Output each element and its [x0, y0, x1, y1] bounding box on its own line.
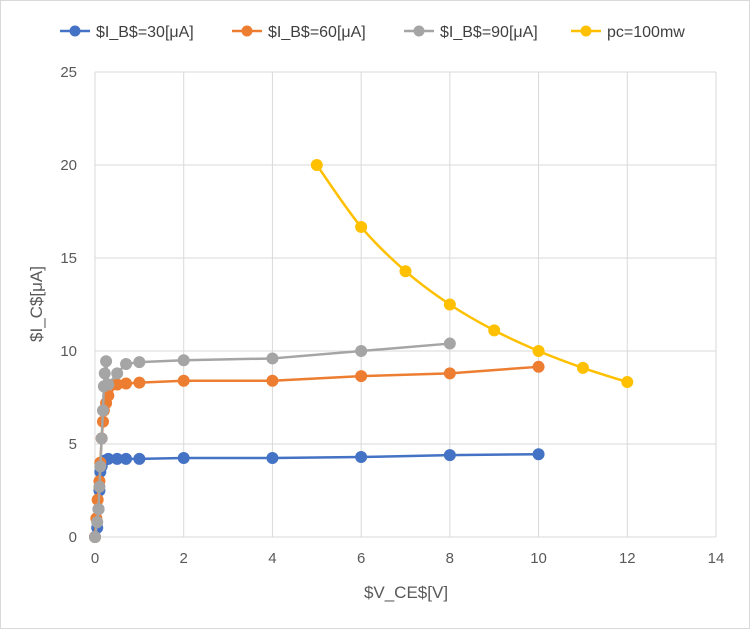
data-point — [120, 358, 133, 371]
series-line — [93, 365, 539, 538]
x-tick-label: 8 — [446, 550, 454, 567]
data-point — [310, 159, 323, 171]
data-point — [266, 451, 279, 464]
data-point — [488, 324, 501, 337]
y-tick-label: 15 — [60, 250, 77, 267]
x-tick-label: 6 — [357, 550, 365, 567]
y-tick-label: 5 — [69, 436, 77, 453]
data-point — [133, 452, 146, 465]
data-point — [96, 404, 109, 417]
data-point — [355, 345, 368, 357]
legend-swatch-marker — [413, 25, 425, 37]
y-tick-label: 0 — [69, 529, 77, 546]
data-point — [443, 298, 456, 311]
data-point — [102, 378, 115, 391]
data-point — [98, 367, 111, 380]
series-2 — [89, 360, 545, 543]
y-tick-label: 10 — [60, 343, 77, 360]
x-tick-label: 10 — [530, 550, 547, 567]
series-1 — [89, 448, 545, 543]
x-tick-label: 4 — [268, 550, 276, 567]
legend-swatch-marker — [580, 25, 592, 37]
data-point — [133, 356, 146, 369]
series-3 — [89, 337, 456, 543]
y-tick-label: 20 — [60, 157, 77, 174]
x-tick-label: 14 — [708, 550, 725, 567]
data-point — [111, 367, 124, 380]
data-point — [266, 374, 279, 387]
data-point — [443, 449, 456, 462]
data-point — [177, 354, 190, 367]
data-point — [355, 451, 368, 464]
data-point — [443, 367, 456, 380]
data-point — [576, 361, 589, 374]
legend-item: pc=100mw — [571, 24, 685, 41]
legend-label: pc=100mw — [607, 24, 685, 41]
data-point — [133, 376, 146, 389]
gridlines — [94, 71, 717, 538]
x-tick-label: 0 — [91, 550, 99, 567]
series-line — [93, 452, 539, 538]
legend-item: $I_B$=30[μA] — [60, 24, 194, 41]
data-point — [93, 480, 106, 493]
data-point — [100, 355, 113, 368]
data-point — [177, 451, 190, 464]
data-point — [355, 370, 368, 383]
legend-swatch-marker — [69, 25, 81, 37]
x-axis-title: $V_CE$[V] — [364, 583, 448, 602]
x-tick-label: 12 — [619, 550, 636, 567]
legend: $I_B$=30[μA] $I_B$=60[μA] $I_B$=90[μA] pc=1… — [60, 24, 685, 41]
data-point — [120, 377, 133, 390]
data-point — [89, 531, 101, 543]
plot-area — [89, 159, 634, 543]
series-4 — [310, 159, 634, 389]
y-axis-title: $I_C$[μA] — [27, 266, 46, 342]
legend-label: $I_B$=90[μA] — [440, 24, 538, 41]
data-point — [621, 376, 634, 389]
data-point — [120, 452, 133, 465]
legend-label: $I_B$=60[μA] — [268, 24, 366, 41]
data-point — [443, 337, 456, 350]
legend-item: $I_B$=90[μA] — [404, 24, 538, 41]
data-point — [399, 265, 412, 278]
legend-item: $I_B$=60[μA] — [232, 24, 366, 41]
data-point — [532, 360, 545, 373]
tick-labels: 0 5 10 15 20 25 0 2 4 6 8 10 12 14 — [60, 64, 724, 567]
data-point — [532, 345, 545, 357]
data-point — [355, 220, 368, 233]
y-tick-label: 25 — [60, 64, 77, 81]
data-point — [95, 432, 108, 445]
data-point — [94, 460, 107, 473]
data-point — [266, 352, 279, 365]
data-point — [91, 516, 104, 529]
legend-label: $I_B$=30[μA] — [96, 24, 194, 41]
data-point — [177, 374, 190, 387]
data-point — [92, 503, 105, 516]
legend-swatch-marker — [241, 25, 253, 37]
data-point — [532, 448, 545, 461]
x-tick-label: 2 — [180, 550, 188, 567]
